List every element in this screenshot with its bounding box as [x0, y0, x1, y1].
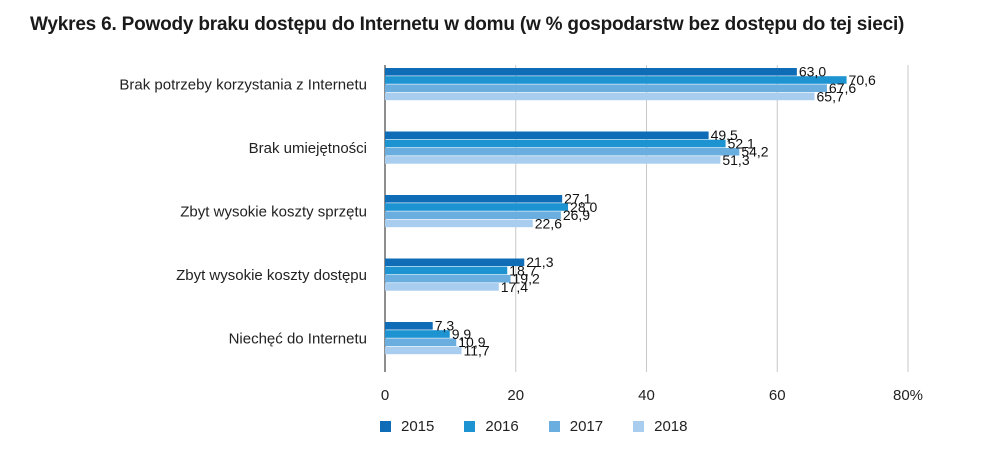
category-label: Zbyt wysokie koszty sprzętu — [180, 203, 367, 220]
data-label: 18,7 — [509, 262, 536, 278]
bar-2016 — [385, 76, 847, 84]
data-label: 52,1 — [728, 135, 755, 151]
data-labels-layer: 63,0 70,667,665,7 49,552,154,251,3 27,128,0… — [435, 64, 876, 359]
category-label: Brak umiejętności — [249, 140, 367, 157]
data-label: 28,0 — [570, 199, 597, 215]
category-label: Niechęć do Internetu — [229, 330, 367, 347]
data-label: 22,6 — [535, 215, 562, 231]
bar-2018 — [385, 219, 533, 228]
bar-2015 — [385, 131, 709, 140]
legend-item-2018: 2018 — [633, 418, 688, 435]
data-label: 49,5 — [711, 127, 738, 143]
legend-swatch — [548, 421, 560, 432]
bar-2016 — [385, 203, 569, 211]
x-tick-label: 80% — [893, 387, 923, 404]
legend-label: 2016 — [485, 418, 519, 435]
bars-layer — [385, 68, 847, 355]
bar-2017 — [385, 84, 827, 92]
bar-2018 — [385, 283, 499, 291]
bar-2016 — [385, 330, 450, 338]
legend: 2015 2016 2017 2018 — [380, 418, 688, 435]
legend-label: 2018 — [654, 418, 688, 435]
bar-2018 — [385, 346, 462, 355]
data-label: 19,2 — [513, 271, 540, 287]
data-label: 27,1 — [564, 191, 591, 207]
bar-2017 — [385, 338, 457, 346]
bar-2018 — [385, 92, 815, 101]
data-label: 26,9 — [563, 207, 590, 223]
legend-item-2017: 2017 — [548, 418, 604, 435]
x-tick-label: 20 — [507, 387, 524, 404]
data-label: 10,9 — [458, 334, 485, 350]
x-tick-label: 40 — [638, 387, 655, 404]
bar-2017 — [385, 147, 740, 156]
legend-item-2016: 2016 — [464, 418, 519, 435]
bar-2015 — [385, 322, 433, 330]
data-label: 51,3 — [722, 152, 749, 168]
data-label: 63,0 — [799, 64, 826, 80]
data-label: 21,3 — [526, 254, 553, 270]
bar-2017 — [385, 274, 511, 283]
bar-2015 — [385, 258, 525, 267]
x-tick-label: 60 — [769, 387, 786, 404]
data-label: 17,4 — [501, 279, 528, 295]
data-label: 67,6 — [829, 80, 856, 96]
data-label: 70,6 — [849, 72, 876, 88]
data-label: 11,7 — [463, 342, 489, 358]
legend-label: 2017 — [569, 418, 604, 435]
category-label: Zbyt wysokie koszty dostępu — [176, 267, 367, 284]
category-labels-layer: Brak potrzeby korzystania z Internetu Bra… — [119, 76, 367, 347]
bar-2016 — [385, 266, 508, 275]
category-label: Brak potrzeby korzystania z Internetu — [119, 76, 367, 93]
data-label: 7,3 — [435, 318, 455, 334]
x-tick-label: 0 — [381, 387, 389, 404]
legend-item-2015: 2015 — [380, 418, 434, 435]
bar-2015 — [385, 68, 797, 76]
bar-2015 — [385, 195, 563, 203]
data-label: 65,7 — [817, 88, 844, 104]
bar-2016 — [385, 139, 726, 148]
legend-label: 2015 — [401, 418, 435, 435]
data-label: 54,2 — [741, 144, 768, 160]
legend-swatch — [464, 421, 476, 432]
bar-2018 — [385, 156, 721, 164]
chart-title: Wykres 6. Powody braku dostępu do Intern… — [30, 14, 905, 35]
data-label: 9,9 — [452, 326, 472, 342]
legend-swatch — [380, 421, 391, 432]
x-tick-labels-layer: 0 20 40 60 80% — [381, 387, 923, 404]
legend-swatch — [633, 421, 645, 432]
bar-2017 — [385, 211, 561, 219]
